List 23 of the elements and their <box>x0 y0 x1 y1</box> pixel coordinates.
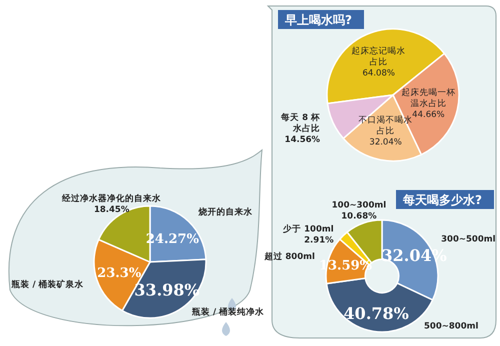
data-label: 32.04% <box>369 138 402 148</box>
slice-label: 100~300ml <box>332 200 386 210</box>
slice-label: 每天 8 杯水占比 <box>280 112 322 134</box>
data-label: 44.66% <box>412 110 445 120</box>
slice-label: 起床先喝一杯温水占比 <box>401 87 456 110</box>
slice-label: 超过 800ml <box>263 250 315 262</box>
data-label: 23.3% <box>97 266 142 281</box>
slice-label: 经过净水器净化的自来水 <box>61 192 162 204</box>
slice-label: 300~500ml <box>441 234 496 245</box>
data-label: 64.08% <box>362 68 395 79</box>
data-label: 40.78% <box>344 304 409 324</box>
data-label: 2.91% <box>304 235 334 246</box>
data-label: 18.45% <box>94 204 130 215</box>
slice-label: 烧开的自来水 <box>197 206 254 218</box>
slice-label: 瓶装 / 桶装矿泉水 <box>10 279 85 290</box>
data-label: 14.56% <box>284 134 321 145</box>
chart-title: 早上喝水吗? <box>284 13 352 27</box>
slice-label: 少于 100ml <box>283 223 334 234</box>
slice-label: 瓶装 / 桶装纯净水 <box>191 306 266 318</box>
data-label: 10.68% <box>341 211 378 222</box>
slice-label: 500~800ml <box>424 321 478 332</box>
chart-title: 每天喝多少水? <box>402 193 482 207</box>
slice-label: 起床忘记喝水占比 <box>352 46 406 68</box>
